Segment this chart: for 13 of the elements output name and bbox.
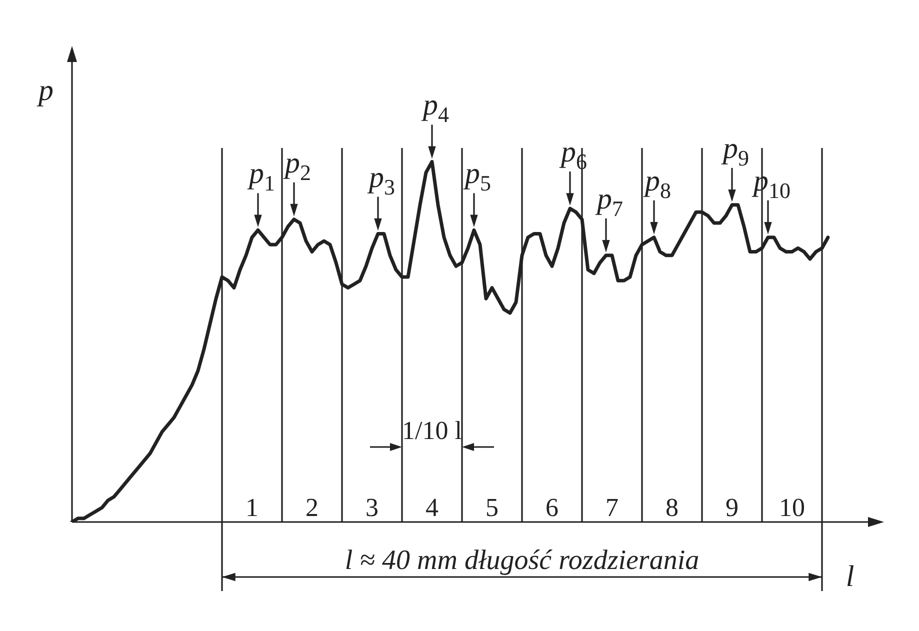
annotation: 1 bbox=[246, 493, 258, 522]
annotation: 9 bbox=[726, 493, 738, 522]
y-axis-title: p bbox=[36, 74, 54, 107]
annotation: 4 bbox=[426, 493, 438, 522]
annotation: 2 bbox=[306, 493, 318, 522]
annotation: 7 bbox=[606, 493, 618, 522]
annotation: 3 bbox=[366, 493, 378, 522]
x-axis-title: l bbox=[846, 560, 854, 593]
annotation: 10 bbox=[779, 493, 805, 522]
text: l ≈ 40 mm długość rozdzierania bbox=[344, 545, 700, 576]
annotation: 6 bbox=[546, 493, 558, 522]
annotation: 5 bbox=[486, 493, 498, 522]
annotation: 8 bbox=[666, 493, 678, 522]
